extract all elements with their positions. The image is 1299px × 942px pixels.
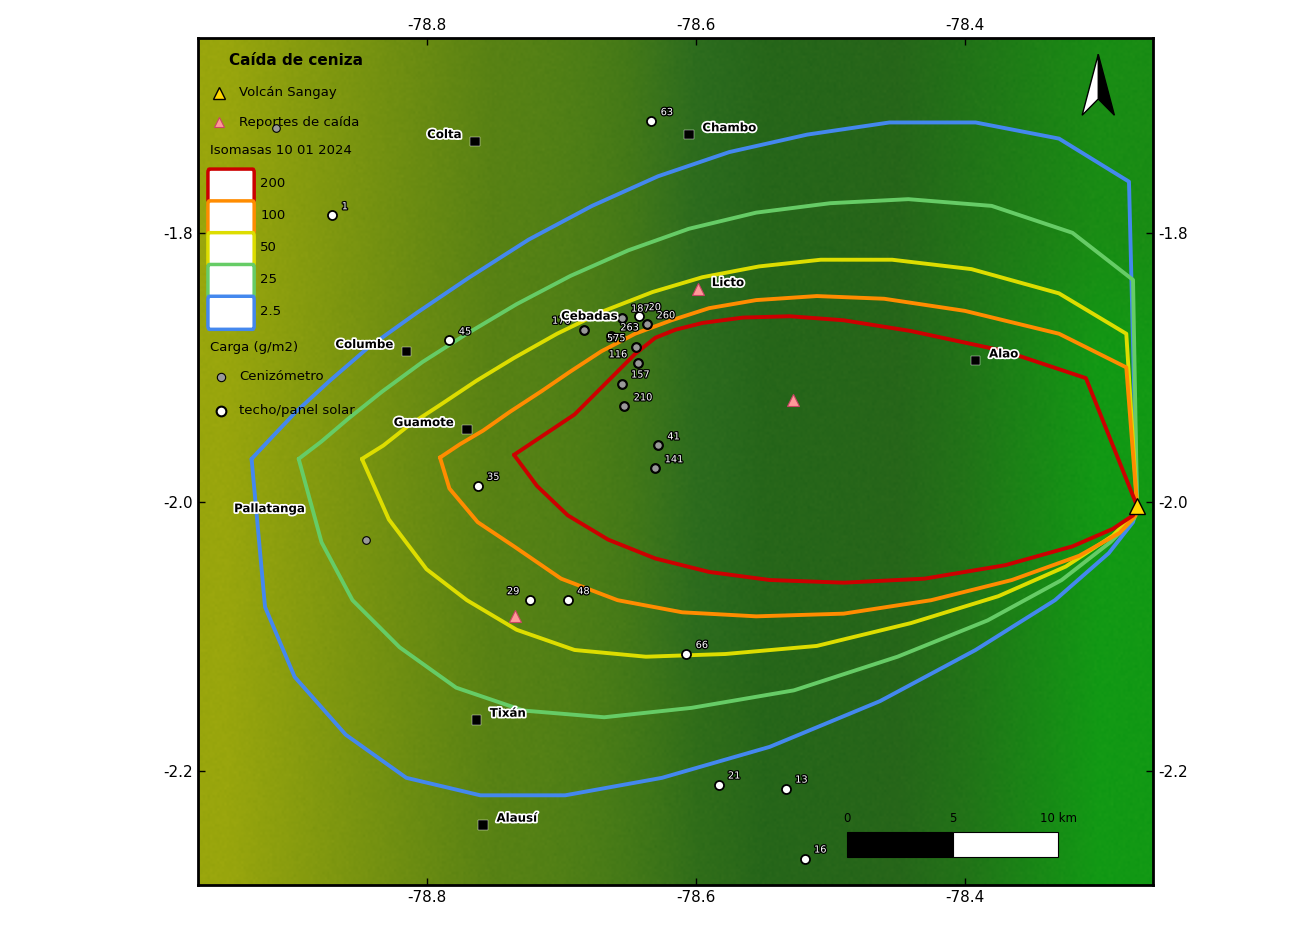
- Text: 210: 210: [634, 393, 652, 402]
- Bar: [472, 715, 481, 724]
- Text: 260: 260: [656, 310, 675, 320]
- Text: 45: 45: [459, 327, 472, 336]
- Text: 63: 63: [661, 107, 673, 117]
- Text: Pallatanga: Pallatanga: [234, 502, 305, 515]
- Text: 35: 35: [487, 472, 499, 481]
- Bar: [470, 137, 479, 146]
- Text: 13: 13: [795, 774, 808, 785]
- Text: 157: 157: [631, 369, 650, 380]
- Text: 21: 21: [727, 771, 740, 781]
- Text: 116: 116: [609, 349, 627, 359]
- Text: Alao: Alao: [989, 348, 1018, 361]
- Text: 66: 66: [696, 640, 708, 650]
- Bar: [685, 130, 694, 139]
- Text: Cebadas: Cebadas: [561, 310, 617, 323]
- Text: 29: 29: [507, 586, 520, 596]
- Text: 16: 16: [814, 845, 826, 854]
- Bar: [462, 425, 472, 434]
- Bar: [478, 820, 487, 830]
- Text: 20: 20: [648, 302, 661, 312]
- Text: Guamote: Guamote: [394, 416, 453, 429]
- Text: Columbe: Columbe: [335, 338, 392, 351]
- Text: 176: 176: [552, 316, 570, 326]
- Text: Chambo: Chambo: [703, 122, 756, 135]
- Text: Colta: Colta: [427, 128, 461, 141]
- Text: 575: 575: [607, 333, 626, 343]
- Text: Alausí: Alausí: [496, 812, 536, 824]
- Text: 141: 141: [665, 454, 683, 464]
- Bar: [970, 356, 981, 365]
- Text: 1: 1: [342, 202, 348, 211]
- Text: Tixán: Tixán: [490, 706, 526, 720]
- Text: 263: 263: [621, 322, 639, 333]
- Text: 48: 48: [577, 586, 590, 596]
- Bar: [401, 347, 410, 356]
- Text: 41: 41: [668, 431, 679, 442]
- Text: 187: 187: [631, 303, 650, 314]
- Text: Licto: Licto: [712, 276, 744, 289]
